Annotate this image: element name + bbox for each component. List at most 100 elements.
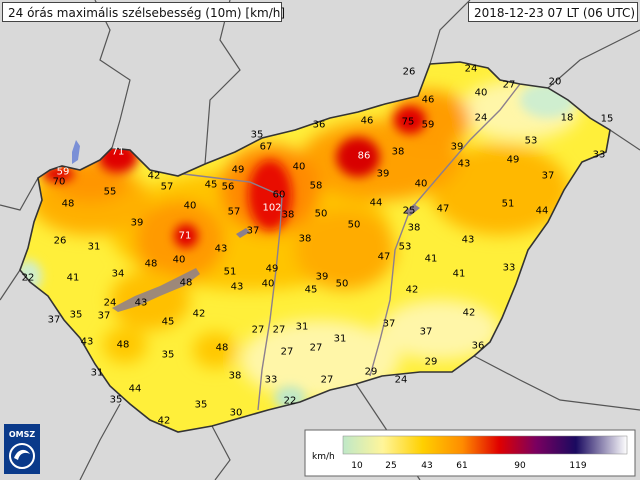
station-value: 33 [593, 150, 606, 161]
station-value: 39 [451, 142, 464, 153]
station-value: 41 [425, 254, 438, 265]
station-value: 24 [465, 64, 478, 75]
station-value: 39 [131, 218, 144, 229]
station-value: 59 [422, 120, 435, 131]
station-value: 37 [542, 171, 555, 182]
station-value: 38 [282, 210, 295, 221]
station-value: 41 [453, 269, 466, 280]
map-datetime: 2018-12-23 07 LT (06 UTC) [468, 2, 638, 22]
station-value: 42 [148, 171, 161, 182]
station-value: 48 [180, 278, 193, 289]
station-value: 31 [88, 242, 101, 253]
station-value: 71 [179, 231, 192, 242]
station-value: 58 [310, 181, 323, 192]
station-value: 27 [503, 80, 516, 91]
station-value: 59 [57, 167, 70, 178]
logo-text: OMSZ [9, 430, 36, 439]
station-value: 37 [383, 319, 396, 330]
station-value: 44 [536, 206, 549, 217]
station-value: 37 [247, 226, 260, 237]
station-value: 38 [229, 371, 242, 382]
station-value: 25 [403, 206, 416, 217]
station-value: 38 [299, 234, 312, 245]
station-value: 44 [370, 198, 383, 209]
station-value: 15 [601, 114, 614, 125]
station-value: 37 [48, 315, 61, 326]
station-value: 51 [224, 267, 237, 278]
station-value: 39 [377, 169, 390, 180]
station-value: 18 [561, 113, 574, 124]
station-value: 35 [162, 350, 175, 361]
station-value: 45 [162, 317, 175, 328]
station-value: 55 [104, 187, 117, 198]
lake-balaton [112, 268, 200, 312]
station-value: 40 [475, 88, 488, 99]
station-value: 46 [422, 95, 435, 106]
station-value: 67 [260, 142, 273, 153]
legend-tick: 10 [351, 461, 363, 471]
station-value: 39 [316, 272, 329, 283]
station-value: 43 [81, 337, 94, 348]
station-value: 27 [252, 325, 265, 336]
lake-neusiedl [72, 140, 80, 164]
station-value: 29 [365, 367, 378, 378]
hungary-border [19, 61, 611, 433]
station-value: 27 [310, 343, 323, 354]
station-value: 35 [195, 400, 208, 411]
station-value: 36 [313, 120, 326, 131]
station-value: 34 [112, 269, 125, 280]
station-value: 41 [67, 273, 80, 284]
station-value: 40 [173, 255, 186, 266]
station-value: 50 [336, 279, 349, 290]
station-value: 71 [112, 147, 125, 158]
station-value: 35 [70, 310, 83, 321]
station-value: 24 [475, 113, 488, 124]
station-value: 31 [296, 322, 309, 333]
station-value: 37 [98, 311, 111, 322]
station-value: 47 [437, 204, 450, 215]
station-value: 37 [420, 327, 433, 338]
station-value: 53 [525, 136, 538, 147]
station-value: 45 [305, 285, 318, 296]
omsz-logo: OMSZ [4, 424, 40, 474]
station-value: 48 [117, 340, 130, 351]
station-values: 26 24 27 20 46 40 18 15 36 75 59 24 46 3… [22, 64, 614, 427]
station-value: 75 [402, 117, 415, 128]
station-value: 29 [425, 357, 438, 368]
station-value: 24 [395, 375, 408, 386]
legend-tick: 25 [385, 461, 396, 471]
station-value: 51 [502, 199, 515, 210]
station-value: 33 [503, 263, 516, 274]
station-value: 42 [406, 285, 419, 296]
station-value: 22 [22, 273, 35, 284]
station-value: 45 [205, 180, 218, 191]
color-legend: km/h 10 25 43 61 90 119 [304, 429, 636, 477]
station-value: 48 [62, 199, 75, 210]
station-value: 50 [315, 209, 328, 220]
station-value: 60 [273, 190, 286, 201]
station-value: 40 [184, 201, 197, 212]
station-value: 40 [262, 279, 275, 290]
station-value: 20 [549, 77, 562, 88]
station-value: 33 [265, 375, 278, 386]
station-value: 47 [378, 252, 391, 263]
station-value: 102 [262, 203, 281, 214]
station-value: 50 [348, 220, 361, 231]
station-value: 43 [135, 298, 148, 309]
legend-unit: km/h [312, 452, 335, 462]
legend-tick: 43 [421, 461, 432, 471]
station-value: 43 [215, 244, 228, 255]
station-value: 42 [193, 309, 206, 320]
station-value: 38 [408, 223, 421, 234]
station-value: 30 [230, 408, 243, 419]
station-value: 86 [358, 151, 371, 162]
station-value: 27 [321, 375, 334, 386]
station-value: 26 [54, 236, 67, 247]
station-value: 46 [361, 116, 374, 127]
river-danube [149, 169, 283, 411]
station-value: 26 [403, 67, 416, 78]
station-value: 24 [104, 298, 117, 309]
